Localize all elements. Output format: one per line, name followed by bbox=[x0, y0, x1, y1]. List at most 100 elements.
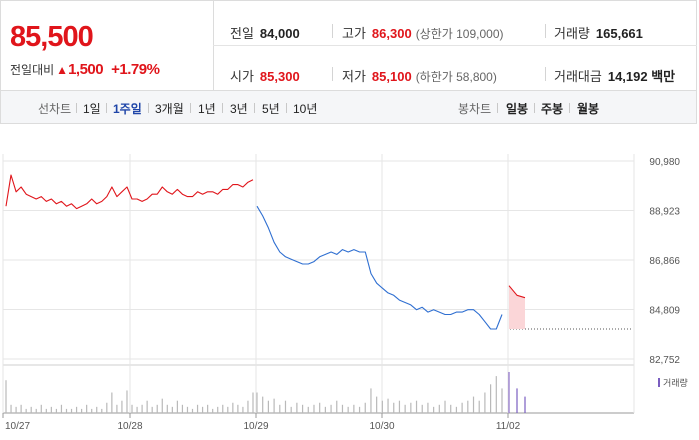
price-line-down bbox=[256, 205, 503, 330]
volume-bar bbox=[524, 396, 526, 413]
stat-value: 86,300 bbox=[371, 26, 412, 41]
stat-separator bbox=[545, 24, 546, 38]
volume-bar bbox=[427, 402, 429, 413]
stat-prev-close: 전일 84,000 bbox=[230, 23, 300, 42]
stat-label: 시가 bbox=[230, 69, 254, 84]
volume-bar bbox=[222, 404, 224, 413]
volume-bar bbox=[40, 404, 42, 413]
volume-bar bbox=[267, 400, 269, 413]
tab-3m[interactable]: 3개월 bbox=[155, 102, 184, 116]
volume-bar bbox=[75, 406, 78, 413]
current-price: 85,500 bbox=[10, 21, 94, 53]
volume-bar bbox=[106, 402, 108, 413]
volume-bar bbox=[472, 396, 475, 413]
stat-label: 전일 bbox=[230, 26, 254, 41]
volume-bar bbox=[227, 406, 229, 413]
stat-separator bbox=[545, 67, 546, 81]
volume-bar bbox=[91, 408, 93, 413]
volume-bar bbox=[381, 400, 383, 413]
volume-bar bbox=[341, 404, 344, 413]
volume-bar bbox=[516, 388, 518, 413]
x-tick-label: 10/30 bbox=[369, 421, 394, 432]
up-arrow-icon: ▲ bbox=[56, 63, 69, 77]
stat-trade-value: 거래대금 14,192 백만 bbox=[554, 66, 675, 85]
volume-bar bbox=[70, 408, 73, 413]
x-tick-label: 11/02 bbox=[496, 421, 521, 432]
volume-bar bbox=[461, 402, 463, 413]
volume-bar bbox=[50, 406, 52, 413]
volume-bar bbox=[176, 400, 178, 413]
tab-5y[interactable]: 5년 bbox=[262, 102, 280, 116]
stats-divider bbox=[213, 45, 697, 46]
volume-bar bbox=[217, 406, 219, 413]
volume-bar bbox=[336, 400, 338, 413]
volume-bar bbox=[387, 398, 389, 413]
volume-bar bbox=[171, 406, 173, 413]
price-box: 85,500 전일대비 ▲1,500 +1.79% bbox=[1, 1, 214, 90]
volume-bar bbox=[201, 406, 204, 413]
change-row: 전일대비 ▲1,500 +1.79% bbox=[10, 61, 160, 78]
price-line-current bbox=[508, 285, 526, 299]
tab-separator bbox=[148, 103, 149, 113]
x-tick-label: 10/27 bbox=[5, 421, 30, 432]
stat-sub: (상한가 109,000) bbox=[415, 27, 504, 41]
stat-label: 저가 bbox=[342, 69, 366, 84]
tab-daily[interactable]: 일봉 bbox=[506, 102, 529, 116]
volume-bar bbox=[370, 388, 372, 413]
volume-bar bbox=[358, 406, 361, 413]
volume-bar bbox=[290, 406, 292, 413]
volume-bar bbox=[364, 402, 366, 413]
stat-label: 거래대금 bbox=[554, 69, 602, 84]
volume-bar bbox=[186, 406, 189, 413]
volume-bar bbox=[495, 376, 497, 413]
stat-open: 시가 85,300 bbox=[230, 66, 300, 85]
tab-1w[interactable]: 1주일 bbox=[113, 102, 142, 116]
volume-bar bbox=[181, 404, 184, 413]
stat-separator bbox=[332, 67, 333, 81]
tab-monthly[interactable]: 월봉 bbox=[577, 102, 600, 116]
tab-separator bbox=[190, 103, 191, 113]
volume-bar bbox=[116, 404, 118, 413]
x-tick-label: 10/29 bbox=[243, 421, 268, 432]
volume-bar bbox=[81, 408, 83, 413]
tab-weekly[interactable]: 주봉 bbox=[541, 102, 564, 116]
volume-bar bbox=[450, 404, 452, 413]
chart-tabs: 선차트 1일 1주일 3개월 1년 3년 5년 10년 봉차트 일봉 주봉 월봉 bbox=[0, 91, 697, 124]
tab-separator bbox=[569, 103, 570, 113]
volume-legend-label: 거래량 bbox=[663, 377, 688, 388]
tab-separator bbox=[222, 103, 223, 113]
volume-bar bbox=[35, 408, 37, 413]
volume-bar bbox=[410, 402, 412, 413]
volume-bar bbox=[60, 404, 63, 413]
stat-low: 저가 85,100 (하한가 58,800) bbox=[342, 66, 497, 85]
volume-bar bbox=[252, 392, 254, 413]
candle-chart-header: 봉차트 bbox=[458, 102, 492, 116]
tab-1y[interactable]: 1년 bbox=[198, 102, 216, 116]
stat-separator bbox=[332, 24, 333, 38]
tab-separator bbox=[497, 103, 498, 113]
stat-label: 고가 bbox=[342, 26, 366, 41]
stat-value: 84,000 bbox=[259, 26, 300, 41]
tab-1d[interactable]: 1일 bbox=[83, 102, 101, 116]
volume-bar bbox=[45, 408, 47, 413]
volume-bar bbox=[86, 404, 88, 413]
stat-value: 85,100 bbox=[371, 69, 412, 84]
volume-bar bbox=[490, 384, 492, 413]
y-tick-label: 90,980 bbox=[649, 157, 680, 168]
tab-10y[interactable]: 10년 bbox=[293, 102, 318, 116]
volume-bar bbox=[121, 400, 123, 413]
volume-bar bbox=[415, 400, 418, 413]
stat-value: 14,192 백만 bbox=[607, 69, 676, 84]
volume-bar bbox=[467, 400, 469, 413]
y-tick-label: 88,923 bbox=[649, 207, 680, 218]
volume-bar bbox=[20, 404, 22, 413]
price-line-up bbox=[5, 174, 254, 210]
volume-bar bbox=[256, 392, 258, 413]
quote-panel: 85,500 전일대비 ▲1,500 +1.79% 전일 84,000 고가 86,30… bbox=[0, 0, 697, 91]
volume-bar bbox=[25, 408, 27, 413]
volume-bar bbox=[404, 404, 406, 413]
tab-3y[interactable]: 3년 bbox=[230, 102, 248, 116]
tab-separator bbox=[286, 103, 287, 113]
volume-bar bbox=[151, 406, 153, 413]
volume-bar bbox=[146, 400, 148, 413]
